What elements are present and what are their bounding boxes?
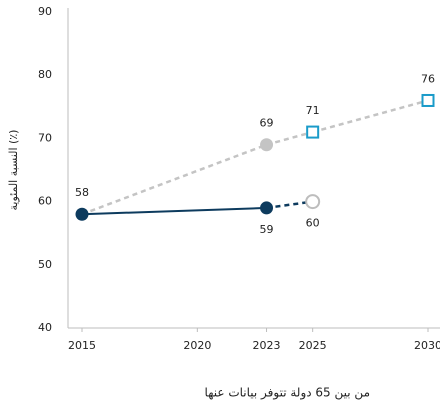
value-label: 60	[306, 217, 320, 230]
y-axis-label: النسبة المئوية (٪)	[7, 130, 20, 211]
value-label: 59	[260, 223, 274, 236]
y-tick-label: 40	[38, 321, 52, 334]
value-label: 58	[75, 186, 89, 199]
value-label: 71	[306, 104, 320, 117]
value-label: 76	[421, 72, 435, 85]
y-tick-label: 50	[38, 258, 52, 271]
x-tick-label: 2015	[68, 339, 96, 352]
y-tick-label: 80	[38, 68, 52, 81]
y-tick-label: 60	[38, 195, 52, 208]
dashed-segment	[266, 130, 313, 146]
marker	[306, 125, 320, 139]
line-segment	[81, 206, 267, 216]
marker	[305, 194, 321, 210]
x-tick-label: 2025	[299, 339, 327, 352]
x-tick-label: 2023	[253, 339, 281, 352]
marker	[421, 93, 435, 107]
dashed-segment	[266, 200, 313, 210]
note: من بين 65 دولة تتوفر بيانات عنها	[205, 386, 370, 401]
y-tick-label: 70	[38, 131, 52, 144]
value-label: 69	[260, 117, 274, 130]
dashed-segment	[312, 99, 429, 134]
x-tick-label: 2020	[183, 339, 211, 352]
marker	[260, 201, 274, 215]
marker	[75, 207, 89, 221]
x-tick-label: 2030	[414, 339, 440, 352]
dashed-segment	[81, 143, 267, 216]
marker	[260, 138, 274, 152]
y-tick-label: 90	[38, 5, 52, 18]
